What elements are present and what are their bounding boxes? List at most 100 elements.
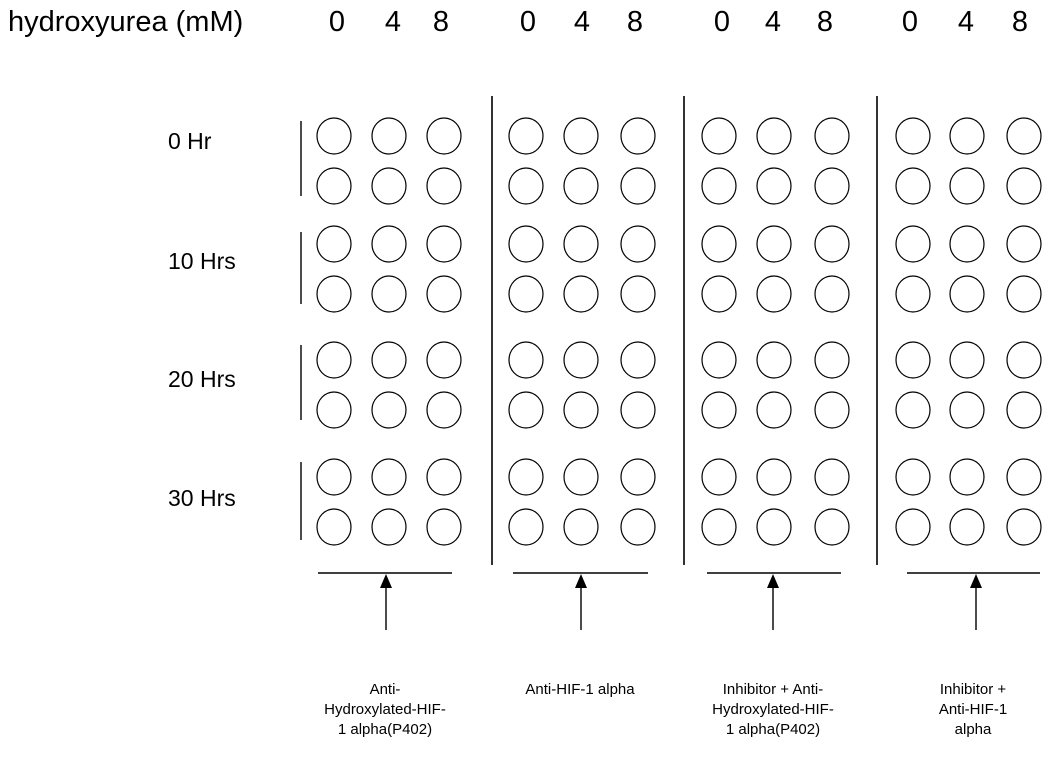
well xyxy=(814,275,850,313)
group-label-anti-hif: Anti-HIF-1 alpha xyxy=(525,681,635,698)
well xyxy=(949,458,985,496)
well xyxy=(426,508,462,546)
well xyxy=(756,167,792,205)
well xyxy=(426,225,462,263)
well xyxy=(756,391,792,429)
well xyxy=(814,225,850,263)
dose-label: 8 xyxy=(626,6,644,38)
well xyxy=(426,391,462,429)
dose-label: 8 xyxy=(1011,6,1029,38)
time-label-20hrs: 20 Hrs xyxy=(168,366,236,392)
well xyxy=(1006,508,1042,546)
time-label-10hrs: 10 Hrs xyxy=(168,248,236,274)
well xyxy=(316,391,352,429)
well xyxy=(895,225,931,263)
well xyxy=(701,275,737,313)
well xyxy=(949,341,985,379)
well xyxy=(508,391,544,429)
well xyxy=(1006,117,1042,155)
well xyxy=(814,167,850,205)
well xyxy=(756,225,792,263)
well xyxy=(701,391,737,429)
well xyxy=(701,167,737,205)
well xyxy=(563,275,599,313)
well xyxy=(895,341,931,379)
well xyxy=(814,391,850,429)
group-label-inhibitor-anti-hydroxylated: Inhibitor + Anti- Hydroxylated-HIF- 1 al… xyxy=(712,681,834,738)
well xyxy=(316,458,352,496)
well xyxy=(620,117,656,155)
well xyxy=(371,167,407,205)
well xyxy=(701,508,737,546)
well xyxy=(949,391,985,429)
well xyxy=(895,458,931,496)
hydroxyurea-label: hydroxyurea (mM) xyxy=(8,6,244,38)
well xyxy=(426,275,462,313)
arrow-head xyxy=(767,574,779,588)
well xyxy=(508,341,544,379)
well xyxy=(949,117,985,155)
well xyxy=(371,117,407,155)
well xyxy=(756,458,792,496)
well xyxy=(949,508,985,546)
well xyxy=(1006,458,1042,496)
well xyxy=(1006,341,1042,379)
well xyxy=(814,117,850,155)
well xyxy=(371,225,407,263)
dose-label: 0 xyxy=(519,6,537,38)
dose-label: 8 xyxy=(432,6,450,38)
well xyxy=(316,275,352,313)
well xyxy=(316,341,352,379)
well xyxy=(1006,167,1042,205)
well xyxy=(563,508,599,546)
well xyxy=(426,458,462,496)
well xyxy=(563,225,599,263)
well xyxy=(563,391,599,429)
well xyxy=(563,341,599,379)
well xyxy=(620,275,656,313)
well xyxy=(814,508,850,546)
dose-label: 0 xyxy=(328,6,346,38)
dose-label: 0 xyxy=(713,6,731,38)
arrow-head xyxy=(970,574,982,588)
dose-label: 4 xyxy=(573,6,591,38)
well xyxy=(371,391,407,429)
well xyxy=(949,167,985,205)
well xyxy=(508,508,544,546)
well xyxy=(371,458,407,496)
dose-label: 0 xyxy=(901,6,919,38)
well xyxy=(756,275,792,313)
well xyxy=(756,341,792,379)
well xyxy=(426,117,462,155)
dose-label: 4 xyxy=(764,6,782,38)
well xyxy=(701,458,737,496)
well xyxy=(620,508,656,546)
well xyxy=(426,167,462,205)
well xyxy=(620,391,656,429)
dose-label: 4 xyxy=(384,6,402,38)
well xyxy=(756,508,792,546)
arrow-head xyxy=(380,574,392,588)
well xyxy=(814,458,850,496)
dose-label: 8 xyxy=(816,6,834,38)
well xyxy=(620,225,656,263)
well xyxy=(895,391,931,429)
well xyxy=(563,117,599,155)
well xyxy=(1006,275,1042,313)
well xyxy=(316,508,352,546)
dose-label: 4 xyxy=(957,6,975,38)
well xyxy=(316,167,352,205)
well xyxy=(563,458,599,496)
well xyxy=(316,225,352,263)
well xyxy=(895,275,931,313)
group-label-inhibitor-anti-hif: Inhibitor + Anti-HIF-1 alpha xyxy=(938,681,1008,738)
well xyxy=(949,275,985,313)
well xyxy=(508,275,544,313)
well xyxy=(701,225,737,263)
group-label-anti-hydroxylated: Anti- Hydroxylated-HIF- 1 alpha(P402) xyxy=(324,681,446,738)
well xyxy=(316,117,352,155)
well xyxy=(508,167,544,205)
well xyxy=(895,167,931,205)
time-label-30hrs: 30 Hrs xyxy=(168,485,236,511)
